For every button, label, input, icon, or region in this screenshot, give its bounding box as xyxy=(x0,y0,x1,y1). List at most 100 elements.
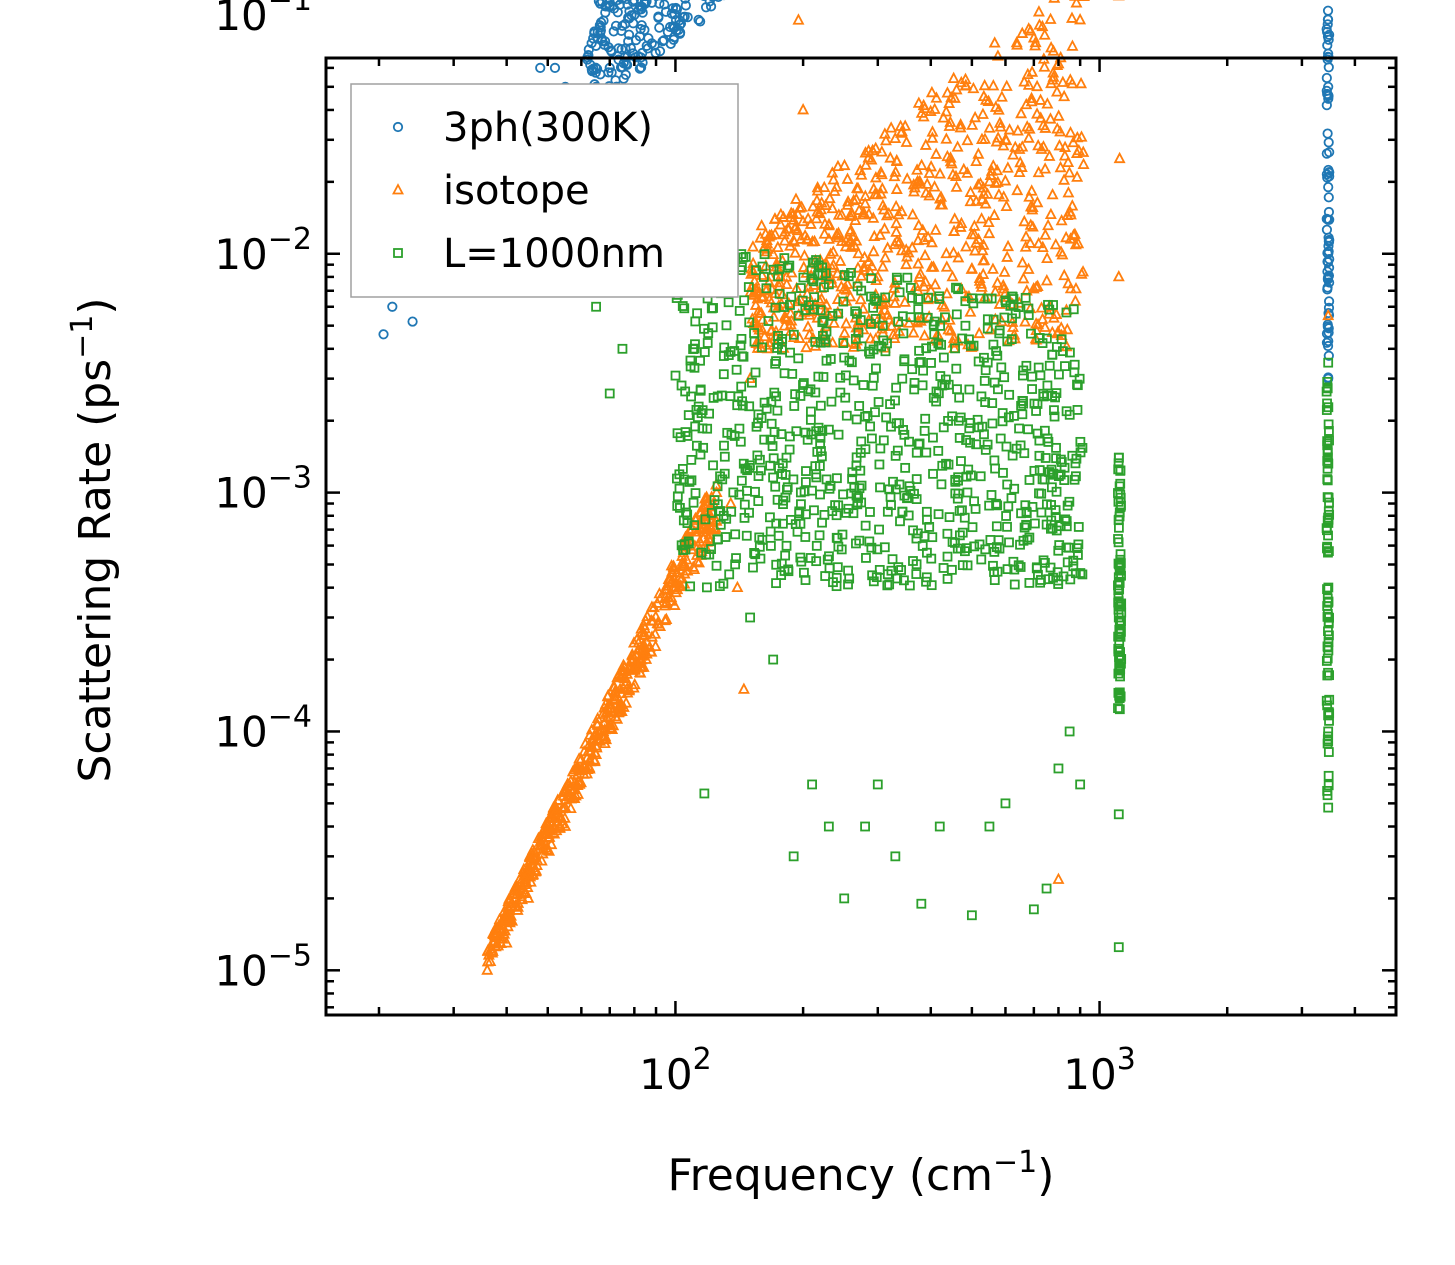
data-point xyxy=(1015,106,1028,119)
data-point xyxy=(891,382,902,393)
data-point xyxy=(1031,107,1044,119)
data-point xyxy=(481,963,494,975)
data-point xyxy=(658,599,671,611)
data-point xyxy=(1071,130,1084,143)
data-point xyxy=(774,217,787,230)
data-point xyxy=(1064,126,1077,138)
data-point xyxy=(622,0,633,10)
legend-marker-circle xyxy=(392,121,404,133)
data-point xyxy=(721,320,732,331)
data-point xyxy=(770,481,781,492)
data-point xyxy=(1056,75,1069,87)
data-point xyxy=(879,251,892,263)
data-point xyxy=(938,352,949,363)
data-point xyxy=(1004,537,1014,548)
data-point xyxy=(1323,770,1334,781)
data-point xyxy=(1114,578,1125,588)
data-point xyxy=(1322,593,1333,604)
data-point xyxy=(1015,562,1026,572)
data-point xyxy=(800,340,813,353)
data-point xyxy=(808,276,819,287)
data-point xyxy=(1322,584,1332,594)
data-point xyxy=(378,329,389,340)
data-point xyxy=(1072,380,1083,391)
data-point xyxy=(1114,704,1125,715)
data-point xyxy=(1052,872,1065,884)
data-point xyxy=(960,289,973,302)
data-point xyxy=(921,447,932,458)
data-point xyxy=(819,509,830,520)
data-point xyxy=(617,343,628,354)
data-point xyxy=(628,677,641,690)
data-point xyxy=(1058,346,1068,357)
data-point xyxy=(868,344,879,355)
data-point xyxy=(759,249,770,260)
data-point xyxy=(721,513,732,524)
data-point xyxy=(996,362,1007,373)
data-point xyxy=(813,371,824,382)
data-point xyxy=(869,293,880,304)
data-point xyxy=(833,541,844,552)
data-point xyxy=(899,356,910,367)
data-point xyxy=(878,435,889,446)
data-point xyxy=(954,530,965,541)
data-point xyxy=(841,507,852,518)
data-point xyxy=(871,296,882,306)
data-point xyxy=(1047,311,1060,323)
data-point xyxy=(1323,296,1335,307)
data-point xyxy=(1321,72,1332,84)
data-point xyxy=(903,316,916,328)
data-point xyxy=(886,421,896,432)
data-point xyxy=(893,235,906,247)
data-point xyxy=(874,459,885,470)
data-point xyxy=(1323,271,1334,282)
data-point xyxy=(905,283,916,293)
data-point xyxy=(702,582,712,593)
data-point xyxy=(583,762,596,774)
data-point xyxy=(839,352,850,363)
data-point xyxy=(957,560,968,571)
data-point xyxy=(975,212,988,224)
data-point xyxy=(1073,522,1084,532)
data-point xyxy=(850,181,863,193)
data-point xyxy=(700,490,713,502)
data-point xyxy=(1034,488,1044,499)
data-point xyxy=(843,579,853,590)
data-point xyxy=(1015,160,1028,172)
data-point xyxy=(888,296,901,308)
data-point xyxy=(641,609,654,622)
data-point xyxy=(617,20,628,31)
data-point xyxy=(750,486,760,497)
data-point xyxy=(824,551,834,562)
data-point xyxy=(969,244,982,256)
data-point xyxy=(568,762,581,775)
data-point xyxy=(1046,464,1057,475)
data-point xyxy=(987,398,998,408)
data-point xyxy=(1017,395,1028,406)
data-point xyxy=(911,494,922,504)
data-point xyxy=(854,401,865,411)
data-point xyxy=(1061,322,1074,335)
data-point xyxy=(802,211,815,224)
data-point xyxy=(875,145,888,157)
data-point xyxy=(1323,236,1334,247)
data-point xyxy=(835,280,848,292)
data-point xyxy=(966,118,979,130)
data-point xyxy=(922,514,932,525)
data-point xyxy=(964,384,975,395)
data-point xyxy=(755,553,766,564)
data-point xyxy=(749,298,762,310)
data-point xyxy=(714,0,723,2)
data-point xyxy=(998,265,1011,277)
data-point xyxy=(885,121,898,133)
data-point xyxy=(924,104,937,116)
data-point xyxy=(779,368,790,379)
data-point xyxy=(988,208,1001,220)
data-point xyxy=(708,0,717,2)
data-point xyxy=(771,240,784,252)
data-point xyxy=(1018,214,1031,227)
data-point xyxy=(575,752,588,764)
legend-entry: 3ph(300K) xyxy=(392,105,653,151)
data-point xyxy=(708,460,718,471)
data-point xyxy=(827,310,838,321)
